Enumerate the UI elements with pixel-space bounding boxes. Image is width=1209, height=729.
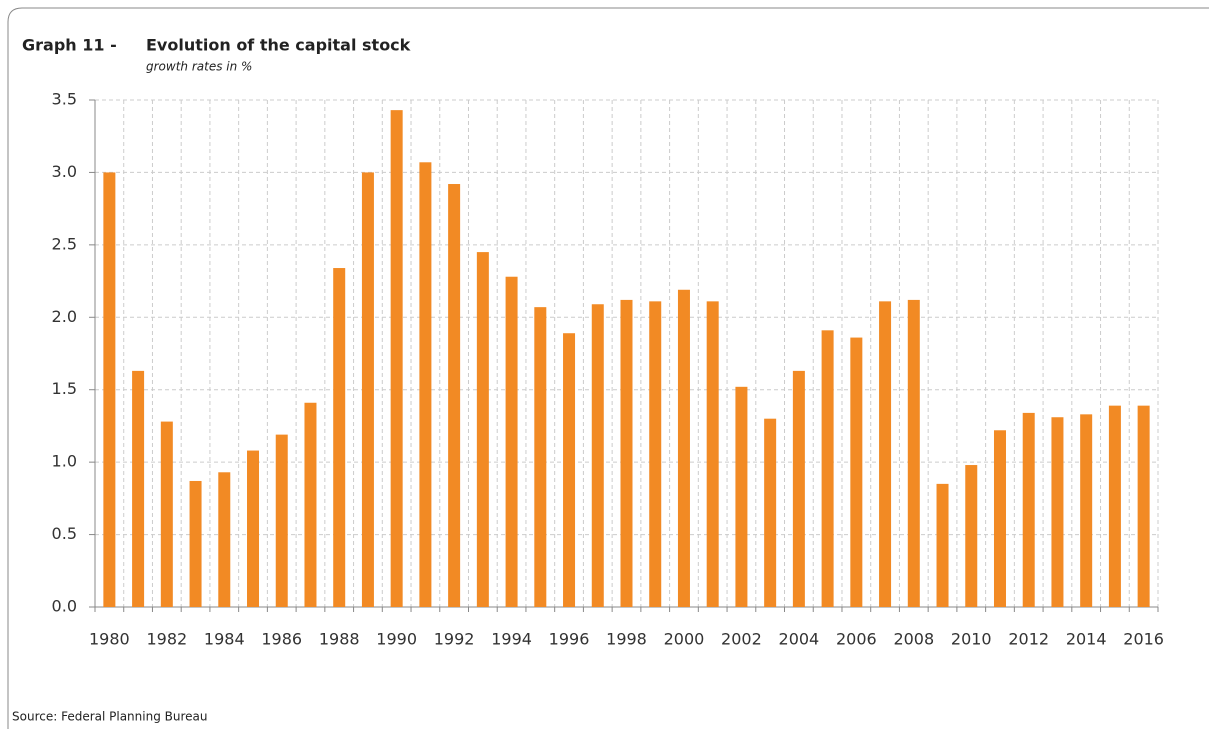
bar xyxy=(1108,405,1121,607)
y-tick-label: 2.0 xyxy=(52,307,77,326)
bar xyxy=(620,299,633,607)
bar xyxy=(304,402,317,607)
x-tick-label: 1992 xyxy=(434,630,475,649)
bar xyxy=(1080,414,1093,607)
chart-title: Evolution of the capital stock xyxy=(146,36,411,55)
x-tick-label: 2016 xyxy=(1123,630,1164,649)
bar xyxy=(1051,417,1064,607)
bar xyxy=(936,483,949,607)
bar xyxy=(103,172,116,607)
bar xyxy=(419,162,432,607)
bar xyxy=(1137,405,1150,607)
bar xyxy=(275,434,288,607)
bar xyxy=(764,418,777,607)
bar xyxy=(821,330,834,607)
bar xyxy=(189,480,202,607)
y-tick-label: 3.0 xyxy=(52,162,77,181)
x-tick-label: 1986 xyxy=(261,630,302,649)
y-tick-label: 1.0 xyxy=(52,452,77,471)
frame xyxy=(7,7,1209,729)
x-tick-label: 1984 xyxy=(204,630,245,649)
bar xyxy=(534,307,547,607)
x-tick-label: 1998 xyxy=(606,630,647,649)
x-tick-label: 2010 xyxy=(951,630,992,649)
bar xyxy=(1022,412,1035,607)
x-tick-label: 2012 xyxy=(1008,630,1049,649)
source-note: Source: Federal Planning Bureau xyxy=(12,710,208,724)
x-tick-label: 1988 xyxy=(319,630,360,649)
bar xyxy=(218,472,231,607)
bar xyxy=(333,268,346,607)
bar xyxy=(792,370,805,607)
x-tick-label: 2002 xyxy=(721,630,762,649)
bar xyxy=(850,337,863,607)
bar xyxy=(563,333,576,607)
x-tick-label: 1980 xyxy=(89,630,130,649)
y-tick-label: 2.5 xyxy=(52,234,77,253)
bar xyxy=(361,172,374,607)
bar xyxy=(879,301,892,607)
bar xyxy=(677,289,690,607)
x-tick-label: 1994 xyxy=(491,630,532,649)
bar xyxy=(706,301,719,607)
bar xyxy=(907,299,920,607)
x-tick-label: 2004 xyxy=(779,630,820,649)
chart-subtitle: growth rates in % xyxy=(146,60,252,74)
chart-title-prefix: Graph 11 - xyxy=(22,36,117,55)
y-tick-label: 0.5 xyxy=(52,524,77,543)
x-tick-label: 1982 xyxy=(146,630,187,649)
bar xyxy=(591,304,604,607)
bar xyxy=(965,465,978,607)
bar xyxy=(993,430,1006,607)
x-tick-label: 2006 xyxy=(836,630,877,649)
bar xyxy=(505,276,518,607)
y-tick-label: 3.5 xyxy=(52,90,77,109)
x-tick-label: 1996 xyxy=(549,630,590,649)
y-tick-label: 0.0 xyxy=(52,597,77,616)
y-tick-label: 1.5 xyxy=(52,379,77,398)
x-tick-label: 1990 xyxy=(376,630,417,649)
bar xyxy=(247,450,260,607)
bar xyxy=(649,301,662,607)
bar xyxy=(132,370,145,607)
bar xyxy=(448,184,461,607)
bar xyxy=(735,386,748,607)
bar xyxy=(476,252,489,607)
bar xyxy=(390,110,403,607)
bar xyxy=(160,421,173,607)
x-tick-label: 2000 xyxy=(664,630,705,649)
x-tick-label: 2014 xyxy=(1066,630,1107,649)
x-tick-label: 2008 xyxy=(893,630,934,649)
